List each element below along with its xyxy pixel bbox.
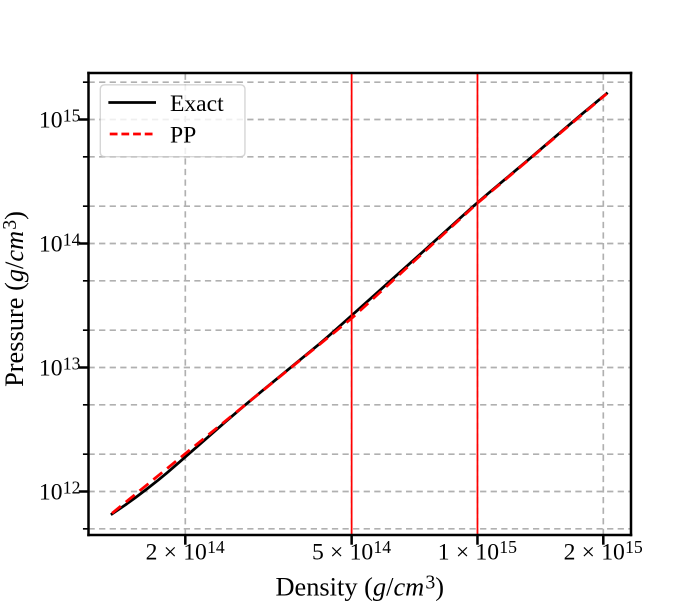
svg-text:2 × 1: 2 × 1 0 1 4 [145, 533, 224, 565]
svg-text:1 0 1: 1 0 1 4 [39, 225, 81, 257]
svg-text:1 0 1: 1 0 1 2 [39, 473, 81, 505]
svg-text:PP: PP [170, 122, 196, 148]
svg-text:D e n s: D e n s i t y ( / ) g c m 3 [275, 571, 449, 601]
svg-text:Exact: Exact [170, 90, 236, 116]
svg-text:2 × 1: 2 × 1 0 1 5 [563, 533, 642, 565]
svg-text:1 0 1: 1 0 1 5 [39, 101, 81, 133]
svg-text:P r e s: P r e s s u r e ( / ) g c m 3 [1, 205, 29, 386]
svg-text:1 0 1: 1 0 1 3 [39, 349, 81, 381]
svg-text:5 × 1: 5 × 1 0 1 4 [312, 533, 391, 565]
svg-text:1 × 1: 1 × 1 0 1 5 [437, 533, 516, 565]
